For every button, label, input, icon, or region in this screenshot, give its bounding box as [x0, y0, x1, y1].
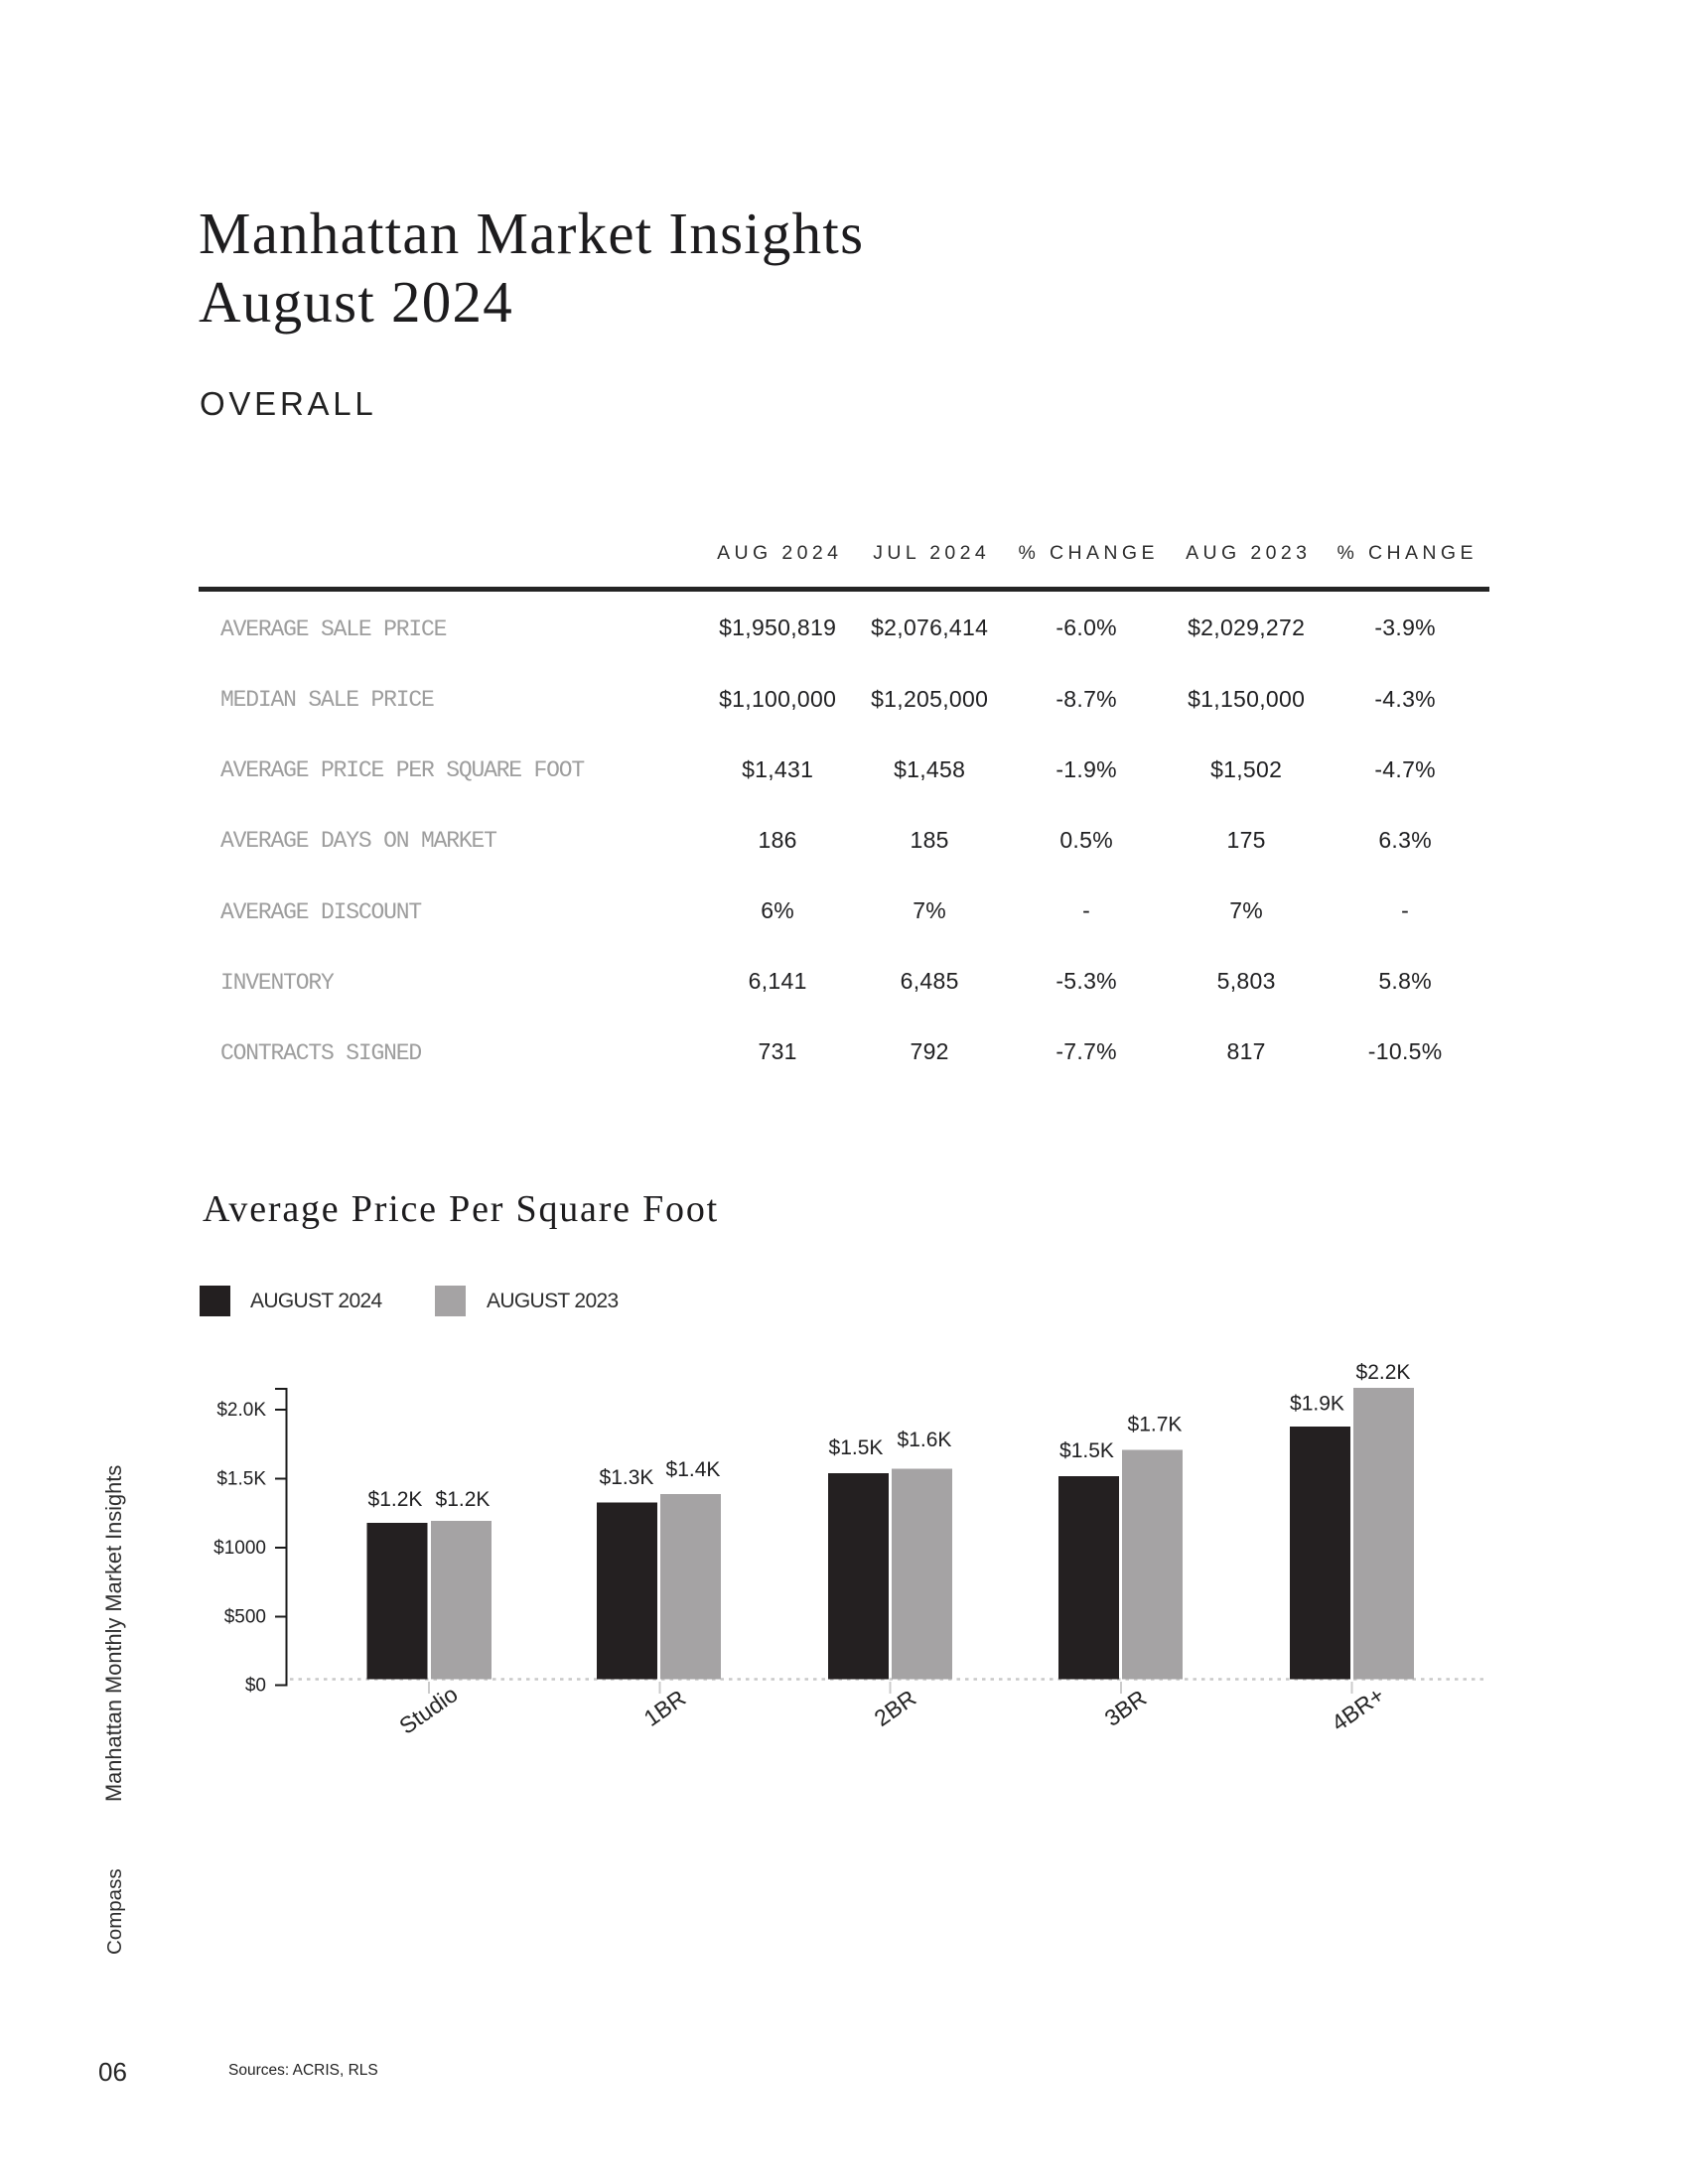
svg-text:$1.5K: $1.5K	[216, 1469, 266, 1490]
svg-text:$1000: $1000	[213, 1538, 266, 1559]
svg-text:1BR: 1BR	[639, 1685, 691, 1731]
svg-text:$500: $500	[224, 1607, 266, 1628]
svg-text:$1.7K: $1.7K	[1128, 1414, 1183, 1436]
svg-text:4BR+: 4BR+	[1327, 1682, 1389, 1736]
svg-text:Compass: Compass	[103, 1868, 126, 1955]
svg-text:$2.2K: $2.2K	[1356, 1361, 1411, 1384]
svg-text:$1.9K: $1.9K	[1290, 1393, 1344, 1416]
svg-text:$1.3K: $1.3K	[600, 1466, 654, 1489]
svg-text:$0: $0	[245, 1676, 266, 1697]
svg-text:3BR: 3BR	[1100, 1685, 1152, 1731]
svg-text:$1.2K: $1.2K	[368, 1488, 423, 1511]
svg-text:$1.4K: $1.4K	[666, 1458, 721, 1481]
svg-text:$1.6K: $1.6K	[898, 1429, 952, 1451]
svg-text:2BR: 2BR	[870, 1685, 921, 1731]
svg-text:$1.5K: $1.5K	[829, 1436, 884, 1459]
svg-text:$1.2K: $1.2K	[436, 1488, 491, 1511]
svg-text:$1.5K: $1.5K	[1059, 1439, 1114, 1462]
svg-text:Manhattan Monthly Market Insig: Manhattan Monthly Market Insights	[101, 1465, 126, 1802]
svg-text:$2.0K: $2.0K	[216, 1400, 266, 1421]
